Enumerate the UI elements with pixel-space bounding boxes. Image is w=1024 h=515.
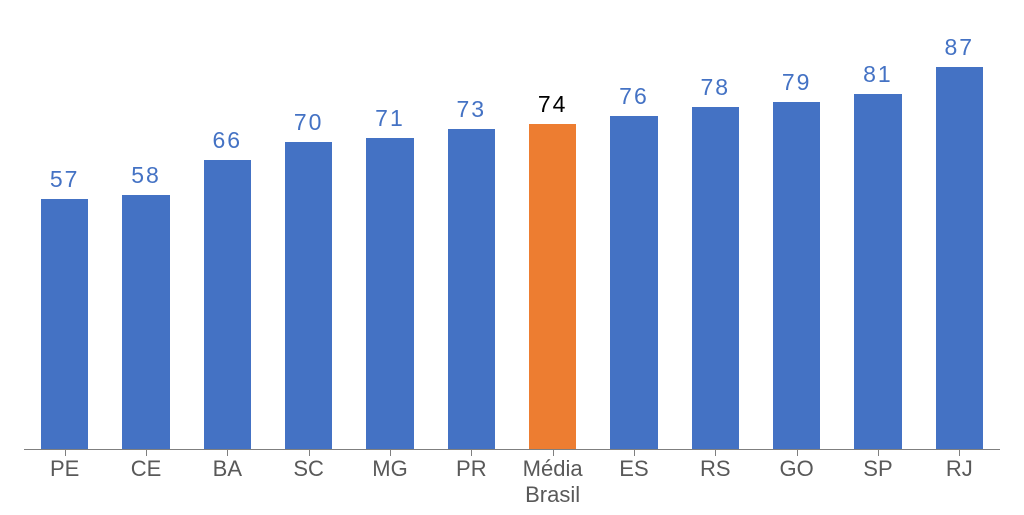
bar-rect: [41, 199, 88, 450]
x-axis-label: RS: [675, 456, 756, 509]
bar-value-label: 57: [50, 166, 80, 193]
x-axis-label: RJ: [919, 456, 1000, 509]
bar-rect: [773, 102, 820, 450]
bar-slot: 81: [837, 10, 918, 450]
x-axis-labels: PECEBASCMGPRMédia BrasilESRSGOSPRJ: [24, 456, 1000, 509]
x-axis-label: PE: [24, 456, 105, 509]
x-axis-label: SC: [268, 456, 349, 509]
bar-rect: [448, 129, 495, 450]
x-axis-label: SP: [837, 456, 918, 509]
bar-rect: [610, 116, 657, 450]
bar-slot: 74: [512, 10, 593, 450]
bar-slot: 70: [268, 10, 349, 450]
x-axis-label: PR: [431, 456, 512, 509]
bar-rect: [204, 160, 251, 450]
bar-slot: 57: [24, 10, 105, 450]
bar-rect: [854, 94, 901, 450]
bar-value-label: 58: [131, 162, 161, 189]
bar-value-label: 73: [457, 96, 487, 123]
bar-slot: 73: [431, 10, 512, 450]
bar-value-label: 74: [538, 91, 568, 118]
bar-value-label: 81: [863, 61, 893, 88]
x-axis-label: Média Brasil: [512, 456, 593, 509]
bar-rect: [529, 124, 576, 450]
bar-rect: [692, 107, 739, 450]
x-axis-line: [24, 449, 1000, 450]
plot-area: 57 58 66 70 71 73 74 76 78 79 81 87: [24, 10, 1000, 450]
bar-value-label: 71: [375, 105, 405, 132]
x-axis-label: MG: [349, 456, 430, 509]
bar-slot: 76: [593, 10, 674, 450]
bar-value-label: 76: [619, 83, 649, 110]
bar-slot: 58: [105, 10, 186, 450]
bars-container: 57 58 66 70 71 73 74 76 78 79 81 87: [24, 10, 1000, 450]
bar-rect: [366, 138, 413, 450]
x-axis-label: BA: [187, 456, 268, 509]
bar-rect: [285, 142, 332, 450]
bar-value-label: 66: [213, 127, 243, 154]
bar-slot: 79: [756, 10, 837, 450]
bar-value-label: 70: [294, 109, 324, 136]
bar-value-label: 79: [782, 69, 812, 96]
bar-slot: 78: [675, 10, 756, 450]
x-axis-label: CE: [105, 456, 186, 509]
bar-value-label: 87: [944, 34, 974, 61]
bar-rect: [936, 67, 983, 450]
x-axis-label: ES: [593, 456, 674, 509]
bar-slot: 71: [349, 10, 430, 450]
bar-slot: 66: [187, 10, 268, 450]
bar-rect: [122, 195, 169, 450]
bar-chart: 57 58 66 70 71 73 74 76 78 79 81 87 PECEBASCMGPRMéd…: [0, 0, 1024, 515]
x-axis-label: GO: [756, 456, 837, 509]
bar-value-label: 78: [700, 74, 730, 101]
bar-slot: 87: [919, 10, 1000, 450]
